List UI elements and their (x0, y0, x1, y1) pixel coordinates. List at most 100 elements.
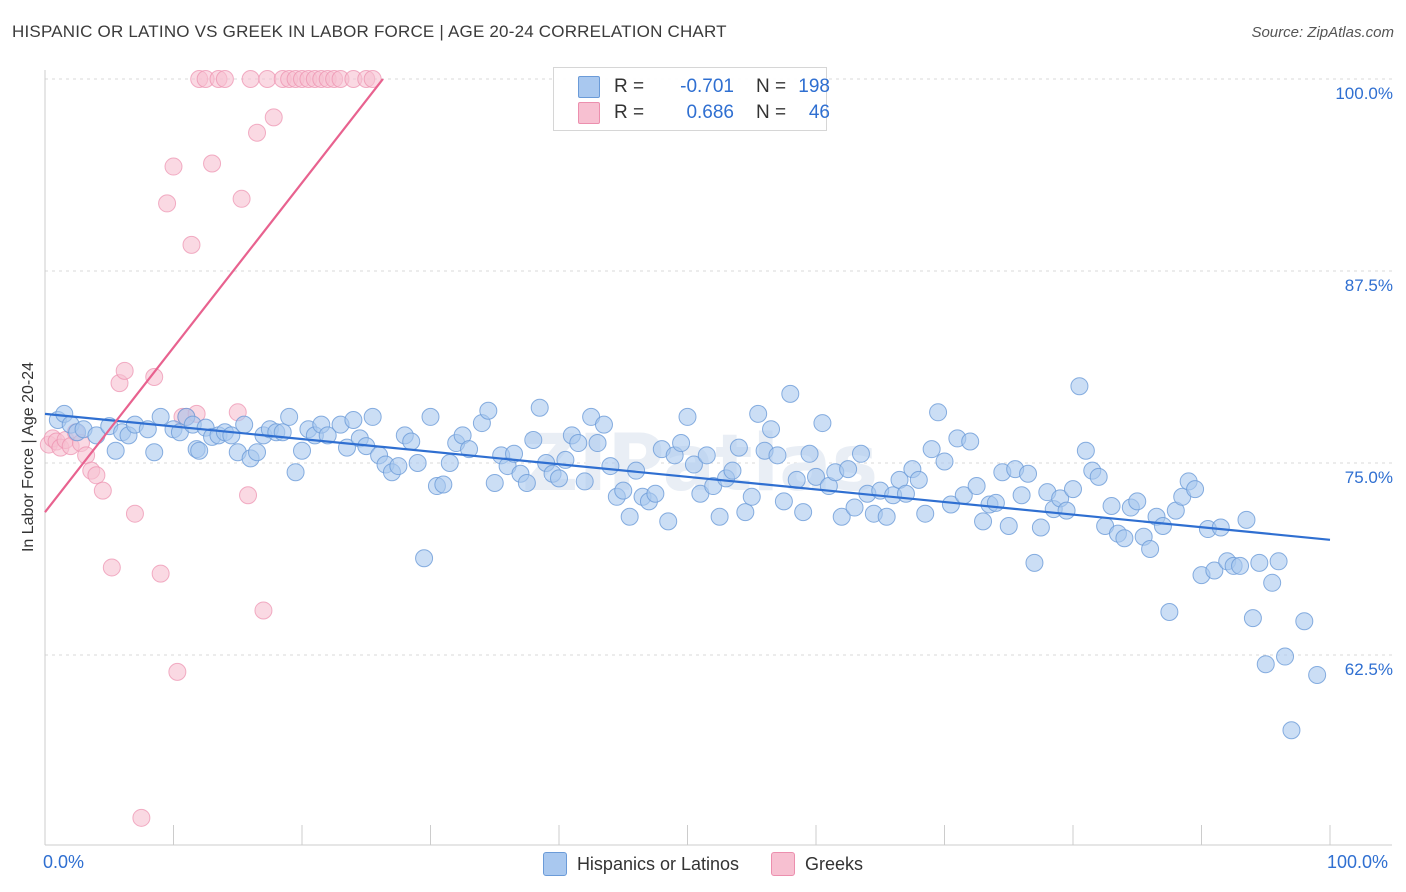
hispanic-point (1205, 561, 1224, 580)
hispanic-point (1250, 553, 1269, 572)
legend-r-value: 0.686 (686, 102, 734, 123)
hispanic-point (909, 470, 928, 489)
legend-r-label: R = (614, 76, 645, 97)
source-label: Source: ZipAtlas.com (1251, 24, 1394, 41)
greek-point (232, 189, 251, 208)
hispanic-point (389, 457, 408, 476)
y-tick-label: 87.5% (1345, 276, 1393, 295)
legend-row-greeks: R = 0.686 N = 46 (578, 101, 830, 125)
hispanic-point (594, 415, 613, 434)
hispanic-point (1308, 665, 1327, 684)
legend-n-value: 46 (808, 102, 830, 123)
x-tick-right: 100.0% (1327, 852, 1389, 872)
greek-point (215, 70, 234, 88)
hispanic-point (1025, 553, 1044, 572)
hispanic-point (935, 452, 954, 471)
hispanic-point (999, 516, 1018, 535)
hispanic-point (774, 492, 793, 511)
bottom-legend: Hispanics or Latinos Greeks (0, 852, 1406, 876)
hispanic-point (974, 512, 993, 531)
hispanic-point (672, 434, 691, 453)
hispanic-point (530, 398, 549, 417)
bottom-legend-label: Greeks (805, 853, 864, 874)
hispanic-point (1186, 480, 1205, 499)
axes (44, 70, 1392, 846)
legend-n-label: N = (756, 76, 787, 97)
hispanic-point (736, 503, 755, 522)
hispanic-point (421, 407, 440, 426)
correlation-legend: R = -0.701 N = 198 R = 0.686 N = 46 (553, 67, 830, 131)
greek-point (125, 504, 144, 523)
hispanic-point (1089, 467, 1108, 486)
hispanic-point (1263, 573, 1282, 592)
hispanic-point (344, 410, 363, 429)
bottom-legend-greeks: Greeks (771, 852, 863, 876)
greek-trend-line (44, 78, 384, 513)
greek-point (241, 70, 260, 88)
greek-point (115, 361, 134, 380)
x-tick-left: 0.0% (43, 852, 85, 872)
y-tick-label: 62.5% (1345, 660, 1393, 679)
greek-point (158, 194, 177, 213)
hispanic-point (1231, 556, 1250, 575)
hispanic-point (106, 441, 125, 460)
hispanic-point (697, 446, 716, 465)
hispanic-point (620, 507, 639, 526)
chart-title: HISPANIC OR LATINO VS GREEK IN LABOR FOR… (12, 22, 727, 41)
hispanic-point (402, 432, 421, 451)
hispanic-point (286, 463, 305, 482)
hispanic-point (929, 403, 948, 422)
hispanic-point (318, 426, 337, 445)
hispanic-point (832, 507, 851, 526)
hispanic-point (916, 504, 935, 523)
hispanic-point (145, 443, 164, 462)
greek-point (203, 154, 222, 173)
hispanic-point (646, 484, 665, 503)
greek-point (182, 235, 201, 254)
hispanic-point (781, 384, 800, 403)
greek-point (363, 70, 382, 88)
hispanic-point (505, 444, 524, 463)
hispanic-point (1282, 721, 1301, 740)
trend-lines (44, 78, 1331, 541)
hispanic-point (248, 443, 267, 462)
legend-row-hispanics: R = -0.701 N = 198 (578, 75, 830, 99)
hispanic-point (742, 487, 761, 506)
greek-point (254, 601, 273, 620)
y-tick-label: 100.0% (1335, 84, 1393, 103)
greek-point (102, 558, 121, 577)
bottom-legend-swatch-blue (542, 852, 567, 876)
hispanic-point (575, 472, 594, 491)
greek-point (77, 446, 96, 465)
hispanic-point (1237, 510, 1256, 529)
y-axis-label: In Labor Force | Age 20-24 (20, 361, 37, 553)
hispanic-point (1102, 497, 1121, 516)
greek-point (258, 70, 277, 88)
hispanic-point (569, 434, 588, 453)
hispanic-point (749, 404, 768, 423)
greek-point (239, 486, 258, 505)
hispanic-point (729, 438, 748, 457)
hispanic-point (768, 446, 787, 465)
hispanic-point (235, 415, 254, 434)
greek-point (132, 808, 151, 827)
hispanic-point (1012, 486, 1031, 505)
hispanic-point (524, 430, 543, 449)
hispanic-point (1057, 501, 1076, 520)
hispanic-point (1295, 612, 1314, 631)
legend-n-label: N = (756, 102, 787, 123)
hispanic-point (1019, 464, 1038, 483)
hispanic-point (1160, 602, 1179, 621)
hispanic-point (550, 469, 568, 488)
gridlines (45, 78, 1392, 656)
hispanic-point (678, 407, 697, 426)
hispanic-point (659, 512, 678, 531)
hispanic-point (415, 549, 434, 568)
hispanic-point (151, 407, 170, 426)
greek-point (87, 466, 106, 485)
greek-point (264, 108, 283, 127)
hispanic-point (1064, 480, 1082, 499)
hispanics-points (48, 377, 1327, 740)
hispanic-point (922, 440, 941, 459)
